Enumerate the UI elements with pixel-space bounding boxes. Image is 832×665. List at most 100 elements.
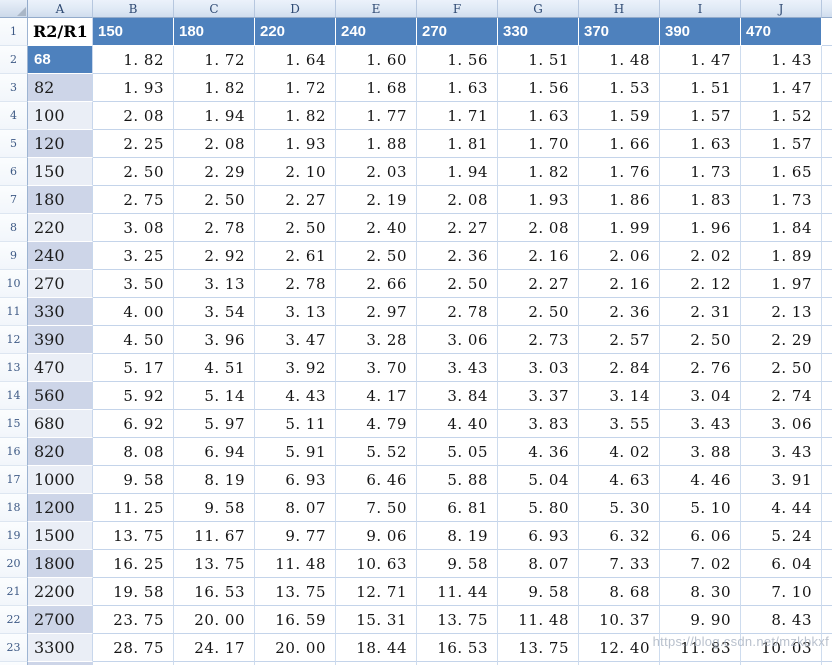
cell-D19[interactable]: 9. 77 bbox=[255, 522, 336, 550]
cell-C22[interactable]: 20. 00 bbox=[174, 606, 255, 634]
cell-D18[interactable]: 8. 07 bbox=[255, 494, 336, 522]
cell-E4[interactable]: 1. 77 bbox=[336, 102, 417, 130]
cell-H18[interactable]: 5. 30 bbox=[579, 494, 660, 522]
cell-A5[interactable]: 120 bbox=[28, 130, 93, 158]
cell-H22[interactable]: 10. 37 bbox=[579, 606, 660, 634]
cell-J6[interactable]: 1. 65 bbox=[741, 158, 822, 186]
cell-E3[interactable]: 1. 68 bbox=[336, 74, 417, 102]
cell-J13[interactable]: 2. 50 bbox=[741, 354, 822, 382]
cell-A7[interactable]: 180 bbox=[28, 186, 93, 214]
cell-E9[interactable]: 2. 50 bbox=[336, 242, 417, 270]
cell-H3[interactable]: 1. 53 bbox=[579, 74, 660, 102]
cell-A11[interactable]: 330 bbox=[28, 298, 93, 326]
cell-F1[interactable]: 270 bbox=[417, 18, 498, 46]
cell-A1[interactable]: R2/R1 bbox=[28, 18, 93, 46]
cell-C4[interactable]: 1. 94 bbox=[174, 102, 255, 130]
cell-A-next[interactable] bbox=[28, 662, 93, 665]
cell-I18[interactable]: 5. 10 bbox=[660, 494, 741, 522]
row-header-19[interactable]: 19 bbox=[0, 522, 28, 550]
row-header-11[interactable]: 11 bbox=[0, 298, 28, 326]
cell-G22[interactable]: 11. 48 bbox=[498, 606, 579, 634]
cell-F6[interactable]: 1. 94 bbox=[417, 158, 498, 186]
cell-H7[interactable]: 1. 86 bbox=[579, 186, 660, 214]
cell-B11[interactable]: 4. 00 bbox=[93, 298, 174, 326]
cell-H20[interactable]: 7. 33 bbox=[579, 550, 660, 578]
cell-A10[interactable]: 270 bbox=[28, 270, 93, 298]
cell-H21[interactable]: 8. 68 bbox=[579, 578, 660, 606]
cell-D6[interactable]: 2. 10 bbox=[255, 158, 336, 186]
cell-D2[interactable]: 1. 64 bbox=[255, 46, 336, 74]
cell-E12[interactable]: 3. 28 bbox=[336, 326, 417, 354]
cell-E18[interactable]: 7. 50 bbox=[336, 494, 417, 522]
cell-G13[interactable]: 3. 03 bbox=[498, 354, 579, 382]
cell-H1[interactable]: 370 bbox=[579, 18, 660, 46]
column-header-H[interactable]: H bbox=[579, 0, 660, 18]
cell-J21[interactable]: 7. 10 bbox=[741, 578, 822, 606]
column-header-A[interactable]: A bbox=[28, 0, 93, 18]
row-header-21[interactable]: 21 bbox=[0, 578, 28, 606]
row-header-4[interactable]: 4 bbox=[0, 102, 28, 130]
cell-H2[interactable]: 1. 48 bbox=[579, 46, 660, 74]
cell-C8[interactable]: 2. 78 bbox=[174, 214, 255, 242]
cell-C3[interactable]: 1. 82 bbox=[174, 74, 255, 102]
cell-C19[interactable]: 11. 67 bbox=[174, 522, 255, 550]
row-header-13[interactable]: 13 bbox=[0, 354, 28, 382]
cell-D7[interactable]: 2. 27 bbox=[255, 186, 336, 214]
row-header-12[interactable]: 12 bbox=[0, 326, 28, 354]
cell-J15[interactable]: 3. 06 bbox=[741, 410, 822, 438]
cell-G7[interactable]: 1. 93 bbox=[498, 186, 579, 214]
cell-B22[interactable]: 23. 75 bbox=[93, 606, 174, 634]
row-header-15[interactable]: 15 bbox=[0, 410, 28, 438]
cell-A19[interactable]: 1500 bbox=[28, 522, 93, 550]
cell-H6[interactable]: 1. 76 bbox=[579, 158, 660, 186]
cell-J8[interactable]: 1. 84 bbox=[741, 214, 822, 242]
cell-D12[interactable]: 3. 47 bbox=[255, 326, 336, 354]
column-header-F[interactable]: F bbox=[417, 0, 498, 18]
cell-B13[interactable]: 5. 17 bbox=[93, 354, 174, 382]
cell-F19[interactable]: 8. 19 bbox=[417, 522, 498, 550]
cell-E2[interactable]: 1. 60 bbox=[336, 46, 417, 74]
cell-B8[interactable]: 3. 08 bbox=[93, 214, 174, 242]
cell-E14[interactable]: 4. 17 bbox=[336, 382, 417, 410]
cell-B3[interactable]: 1. 93 bbox=[93, 74, 174, 102]
cell-next[interactable] bbox=[741, 662, 822, 665]
cell-I20[interactable]: 7. 02 bbox=[660, 550, 741, 578]
cell-C16[interactable]: 6. 94 bbox=[174, 438, 255, 466]
cell-G11[interactable]: 2. 50 bbox=[498, 298, 579, 326]
cell-B23[interactable]: 28. 75 bbox=[93, 634, 174, 662]
cell-D1[interactable]: 220 bbox=[255, 18, 336, 46]
cell-G15[interactable]: 3. 83 bbox=[498, 410, 579, 438]
cell-F16[interactable]: 5. 05 bbox=[417, 438, 498, 466]
cell-F7[interactable]: 2. 08 bbox=[417, 186, 498, 214]
cell-H4[interactable]: 1. 59 bbox=[579, 102, 660, 130]
cell-H23[interactable]: 12. 40 bbox=[579, 634, 660, 662]
cell-H17[interactable]: 4. 63 bbox=[579, 466, 660, 494]
cell-I9[interactable]: 2. 02 bbox=[660, 242, 741, 270]
row-header-6[interactable]: 6 bbox=[0, 158, 28, 186]
cell-E13[interactable]: 3. 70 bbox=[336, 354, 417, 382]
cell-A20[interactable]: 1800 bbox=[28, 550, 93, 578]
row-header-22[interactable]: 22 bbox=[0, 606, 28, 634]
cell-E8[interactable]: 2. 40 bbox=[336, 214, 417, 242]
cell-B5[interactable]: 2. 25 bbox=[93, 130, 174, 158]
row-header-18[interactable]: 18 bbox=[0, 494, 28, 522]
cell-D5[interactable]: 1. 93 bbox=[255, 130, 336, 158]
cell-E10[interactable]: 2. 66 bbox=[336, 270, 417, 298]
cell-J2[interactable]: 1. 43 bbox=[741, 46, 822, 74]
cell-J3[interactable]: 1. 47 bbox=[741, 74, 822, 102]
row-header-20[interactable]: 20 bbox=[0, 550, 28, 578]
cell-G9[interactable]: 2. 16 bbox=[498, 242, 579, 270]
cell-F21[interactable]: 11. 44 bbox=[417, 578, 498, 606]
cell-D11[interactable]: 3. 13 bbox=[255, 298, 336, 326]
cell-B4[interactable]: 2. 08 bbox=[93, 102, 174, 130]
cell-C23[interactable]: 24. 17 bbox=[174, 634, 255, 662]
cell-H19[interactable]: 6. 32 bbox=[579, 522, 660, 550]
cell-J19[interactable]: 5. 24 bbox=[741, 522, 822, 550]
cell-D23[interactable]: 20. 00 bbox=[255, 634, 336, 662]
cell-G1[interactable]: 330 bbox=[498, 18, 579, 46]
cell-A22[interactable]: 2700 bbox=[28, 606, 93, 634]
cell-C14[interactable]: 5. 14 bbox=[174, 382, 255, 410]
cell-F2[interactable]: 1. 56 bbox=[417, 46, 498, 74]
cell-I15[interactable]: 3. 43 bbox=[660, 410, 741, 438]
cell-I22[interactable]: 9. 90 bbox=[660, 606, 741, 634]
